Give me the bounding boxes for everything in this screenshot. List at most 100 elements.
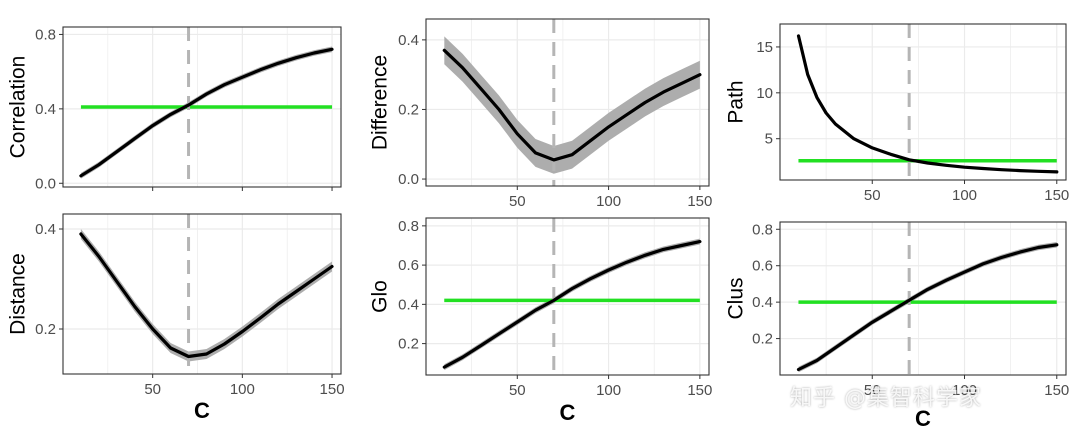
data-point: [331, 48, 333, 50]
data-point: [853, 334, 855, 336]
data-point: [626, 261, 628, 263]
data-point: [681, 82, 683, 84]
data-point: [170, 347, 172, 349]
data-point: [480, 88, 482, 90]
panel-difference: 0.0 0.2 0.4 50 100 150 Difference: [369, 18, 712, 210]
data-point: [535, 152, 537, 154]
plot-background: [780, 24, 1066, 180]
x-tick-label: 150: [687, 382, 712, 399]
data-point: [116, 151, 118, 153]
data-point: [908, 299, 910, 301]
data-point: [834, 123, 836, 125]
x-tick-label: 150: [687, 193, 712, 210]
data-point: [608, 269, 610, 271]
y-tick-label: 0.8: [752, 221, 773, 238]
y-tick-label: 0.4: [752, 294, 773, 311]
y-tick-label: 0.2: [35, 321, 56, 338]
data-point: [626, 114, 628, 116]
data-point: [80, 233, 82, 235]
data-point: [589, 278, 591, 280]
data-point: [964, 271, 966, 273]
data-point: [608, 126, 610, 128]
data-point: [982, 263, 984, 265]
data-point: [98, 164, 100, 166]
x-tick-label: 100: [596, 382, 621, 399]
data-point: [825, 112, 827, 114]
y-tick-label: 0.2: [398, 336, 419, 353]
data-point: [443, 366, 445, 368]
data-point: [170, 113, 172, 115]
y-tick-label: 0.4: [35, 221, 56, 238]
panel-clus: 0.2 0.4 0.6 0.8 50 100 150 Clus C: [725, 221, 1070, 431]
data-point: [662, 91, 664, 93]
x-axis-label: C: [194, 398, 210, 423]
data-point: [816, 359, 818, 361]
panel-border: [62, 213, 342, 375]
x-tick-label: 100: [596, 193, 621, 210]
data-point: [644, 102, 646, 103]
data-point: [313, 52, 315, 54]
data-point: [241, 331, 243, 332]
panel-correlation: 0.0 0.4 0.8 Correlation: [7, 26, 342, 192]
data-point: [571, 154, 573, 156]
data-point: [553, 159, 555, 161]
x-tick-label: 150: [1044, 382, 1069, 399]
data-point: [259, 69, 261, 71]
y-tick-label: 5: [765, 131, 773, 148]
y-axis-label: Distance: [7, 253, 30, 335]
x-tick-label: 50: [509, 193, 526, 210]
data-point: [1056, 244, 1058, 246]
x-axis-label: C: [915, 406, 931, 431]
data-point: [553, 299, 555, 301]
data-point: [516, 321, 518, 323]
data-point: [1056, 171, 1058, 173]
data-point: [964, 166, 966, 168]
y-axis-label: Path: [725, 80, 748, 123]
data-point: [1000, 257, 1002, 259]
data-point: [241, 76, 243, 78]
data-point: [927, 288, 929, 290]
x-axis-label: C: [560, 400, 576, 425]
y-tick-label: 15: [756, 39, 773, 56]
panel-border: [425, 217, 710, 376]
panel-border: [779, 221, 1067, 376]
y-axis-label: Correlation: [7, 56, 30, 159]
data-point: [807, 73, 809, 75]
data-point: [890, 153, 892, 155]
data-point: [443, 49, 445, 51]
data-point: [945, 279, 947, 281]
data-point: [571, 288, 573, 290]
y-tick-label: 0.2: [398, 101, 419, 118]
data-point: [205, 93, 207, 95]
y-tick-label: 0.6: [398, 257, 419, 274]
x-tick-label: 50: [144, 381, 161, 398]
x-tick-label: 50: [864, 187, 881, 204]
y-tick-label: 0.0: [35, 175, 56, 192]
data-point: [662, 248, 664, 250]
data-point: [152, 125, 154, 127]
data-point: [277, 303, 279, 305]
data-point: [908, 159, 910, 161]
panel-path: 5 10 15 50 100 150 Path: [725, 23, 1069, 204]
data-point: [890, 310, 892, 312]
data-point: [853, 138, 855, 140]
y-tick-label: 0.6: [752, 258, 773, 275]
data-point: [498, 108, 500, 110]
data-point: [1037, 247, 1039, 248]
data-point: [945, 164, 947, 166]
data-point: [927, 162, 929, 164]
data-point: [188, 104, 190, 106]
data-point: [1019, 251, 1021, 253]
data-point: [259, 317, 261, 319]
data-point: [797, 35, 799, 37]
data-point: [223, 84, 225, 86]
data-point: [589, 140, 591, 142]
y-axis-label: Difference: [369, 55, 392, 150]
data-point: [982, 168, 984, 170]
y-tick-label: 0.4: [398, 32, 419, 49]
x-tick-label: 50: [864, 382, 881, 399]
data-point: [462, 67, 464, 69]
plot-background: [780, 222, 1066, 375]
data-point: [98, 256, 100, 257]
data-point: [699, 74, 701, 76]
